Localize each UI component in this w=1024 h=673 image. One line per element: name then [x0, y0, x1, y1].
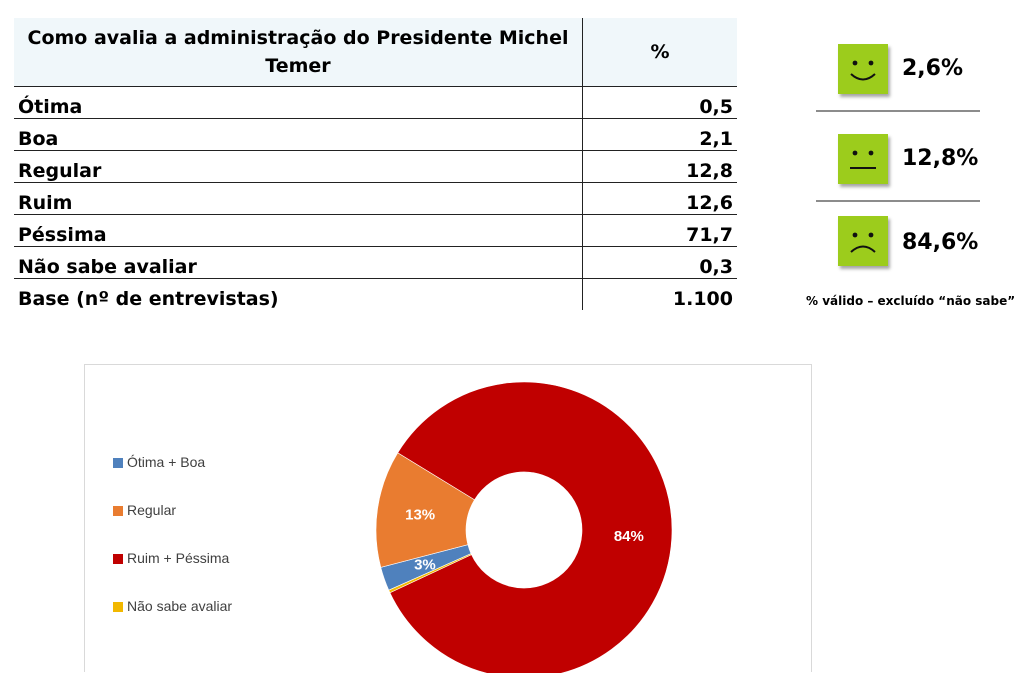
- row-value: 0,5: [582, 86, 737, 119]
- header-percent: %: [582, 18, 737, 87]
- legend-label: Ótima + Boa: [127, 454, 206, 470]
- face-pct-negative: 84,6%: [902, 230, 979, 255]
- table-row: Regular 12,8: [14, 150, 737, 183]
- data-label-1: 13%: [405, 507, 435, 524]
- legend-swatch: [113, 506, 123, 516]
- data-label-0: 3%: [414, 557, 436, 574]
- row-label: Não sabe avaliar: [14, 246, 583, 279]
- table-row: Não sabe avaliar 0,3: [14, 246, 737, 279]
- data-label-2: 84%: [614, 528, 644, 545]
- row-label: Péssima: [14, 214, 583, 247]
- row-label: Boa: [14, 118, 583, 151]
- table-row-base: Base (nº de entrevistas) 1.100: [14, 278, 737, 310]
- legend-swatch: [113, 602, 123, 612]
- table-header-row: Como avalia a administração do President…: [14, 18, 737, 87]
- row-value: 71,7: [582, 214, 737, 247]
- table-row: Ruim 12,6: [14, 182, 737, 215]
- table-row: Boa 2,1: [14, 118, 737, 151]
- header-question: Como avalia a administração do President…: [14, 18, 583, 87]
- happy-face-icon: [838, 44, 888, 94]
- legend-item: Ótima + Boa: [113, 454, 205, 470]
- donut-slice-3: [388, 553, 472, 594]
- survey-table: Como avalia a administração do President…: [14, 18, 737, 310]
- donut-chart: 3% 13% 84% Ótima + Boa Regular Ruim + Péss…: [84, 364, 812, 673]
- legend-label: Regular: [127, 502, 177, 518]
- neutral-face-icon: [838, 134, 888, 184]
- row-value: 1.100: [672, 288, 733, 310]
- row-label: Regular: [14, 150, 583, 183]
- legend-item: Ruim + Péssima: [113, 550, 229, 566]
- legend-label: Não sabe avaliar: [127, 598, 233, 614]
- legend-label: Ruim + Péssima: [127, 550, 230, 566]
- donut-chart-svg: 3% 13% 84%: [375, 381, 673, 673]
- table-row: Ótima 0,5: [14, 86, 737, 119]
- row-value: 2,1: [582, 118, 737, 151]
- legend-swatch: [113, 458, 123, 468]
- row-value: 0,3: [582, 246, 737, 279]
- legend-swatch: [113, 554, 123, 564]
- faces-note: % válido – excluído “não sabe”: [806, 294, 1016, 308]
- row-label: Ruim: [14, 182, 583, 215]
- face-row-negative: 84,6%: [816, 202, 980, 290]
- sad-face-icon: [838, 216, 888, 266]
- legend-item: Não sabe avaliar: [113, 598, 232, 614]
- legend-item: Regular: [113, 502, 176, 518]
- face-pct-neutral: 12,8%: [902, 146, 979, 171]
- face-pct-positive: 2,6%: [902, 56, 964, 81]
- face-row-neutral: 12,8%: [816, 112, 980, 202]
- face-row-positive: 2,6%: [816, 22, 980, 112]
- table-row: Péssima 71,7: [14, 214, 737, 247]
- row-value: 12,6: [582, 182, 737, 215]
- row-label: Base (nº de entrevistas): [14, 278, 583, 310]
- row-value: 12,8: [582, 150, 737, 183]
- row-label: Ótima: [14, 86, 583, 119]
